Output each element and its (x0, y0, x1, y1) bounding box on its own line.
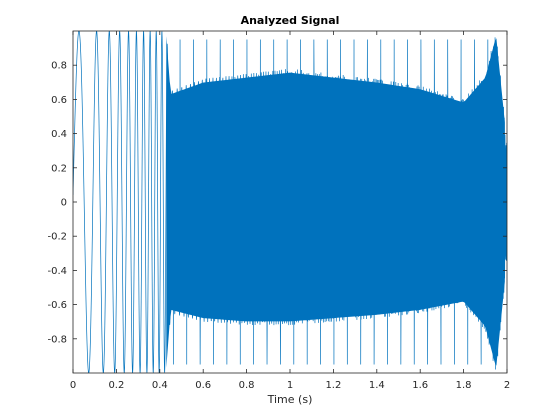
x-tick-label: 0.4 (152, 380, 168, 391)
x-tick-label: 0 (70, 380, 76, 391)
chart-title: Analyzed Signal (241, 14, 340, 27)
y-axis: -0.8 -0.6 -0.4 -0.2 0 0.2 0.4 0.6 0.8 (47, 61, 507, 345)
y-tick-label: 0.4 (51, 129, 67, 140)
x-axis: 0 0.2 0.4 0.6 0.8 1 1.2 1.4 1.6 1.8 2 (70, 31, 510, 391)
y-tick-label: 0.2 (51, 163, 67, 174)
y-tick-label: -0.4 (47, 266, 67, 277)
y-tick-label: 0 (61, 198, 67, 209)
x-tick-label: 1.8 (456, 380, 472, 391)
x-tick-label: 1.6 (412, 380, 428, 391)
x-tick-label: 2 (504, 380, 510, 391)
x-tick-label: 1.2 (325, 380, 341, 391)
x-tick-label: 0.6 (195, 380, 211, 391)
x-axis-label: Time (s) (267, 393, 313, 406)
y-tick-label: -0.2 (47, 232, 67, 243)
x-tick-label: 0.8 (239, 380, 255, 391)
x-tick-label: 0.2 (108, 380, 124, 391)
y-tick-label: 0.8 (51, 61, 67, 72)
x-tick-label: 1.4 (369, 380, 385, 391)
y-tick-label: -0.6 (47, 300, 67, 311)
y-tick-label: 0.6 (51, 95, 67, 106)
signal-series (73, 31, 507, 373)
signal-dense-band (166, 36, 505, 368)
x-tick-label: 1 (287, 380, 293, 391)
plot-area: 0 0.2 0.4 0.6 0.8 1 1.2 1.4 1.6 1.8 2 -0.8 -0.6 -0.4… (47, 30, 510, 391)
y-tick-label: -0.8 (47, 334, 67, 345)
